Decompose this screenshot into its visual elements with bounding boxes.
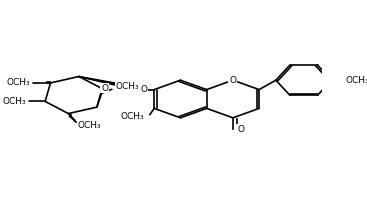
- Text: O: O: [101, 84, 108, 92]
- Text: OCH₃: OCH₃: [3, 97, 26, 106]
- Polygon shape: [79, 76, 143, 91]
- Text: O: O: [229, 76, 236, 85]
- Text: OCH₃: OCH₃: [120, 112, 144, 121]
- Text: O: O: [237, 125, 244, 134]
- Text: OCH₃: OCH₃: [116, 82, 139, 91]
- Text: O: O: [140, 85, 147, 94]
- Text: OCH₃: OCH₃: [78, 121, 102, 130]
- Text: OCH₃: OCH₃: [346, 76, 367, 85]
- Text: OCH₃: OCH₃: [6, 78, 30, 88]
